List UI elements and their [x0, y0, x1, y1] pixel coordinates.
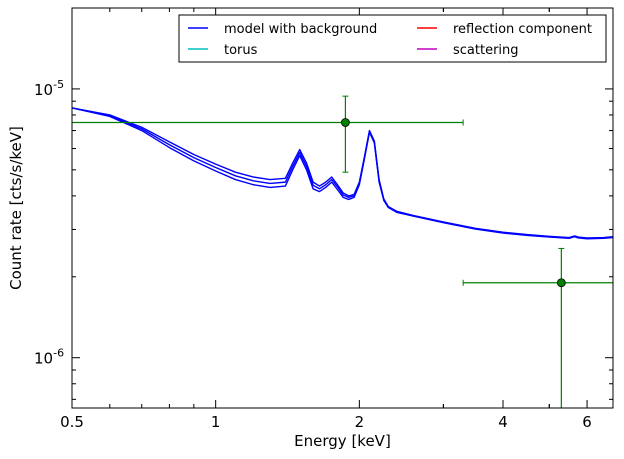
legend-box [178, 14, 607, 63]
legend: model with background reflection componen… [178, 14, 607, 63]
legend-entry: model with background [188, 22, 377, 37]
data-points [72, 95, 613, 408]
legend-label: reflection component [453, 22, 592, 37]
data-point-1 [72, 95, 464, 173]
legend-entry: torus [188, 43, 258, 58]
y-axis-label: Count rate [cts/s/keV] [7, 126, 25, 290]
data-point-marker [556, 278, 566, 288]
x-tick-label: 1 [211, 413, 221, 431]
model-curves [72, 107, 613, 240]
axis-ticks [71, 7, 613, 408]
legend-entry: reflection component [417, 22, 592, 37]
model-curve-3 [72, 107, 613, 240]
x-axis-label: Energy [keV] [294, 432, 391, 450]
legend-label: scattering [453, 43, 519, 58]
tick-labels: 0.5 1 2 4 6 10-6 10-5 [34, 78, 592, 431]
model-curve-1 [72, 107, 613, 239]
legend-label: torus [224, 43, 258, 58]
model-curve-2 [72, 107, 613, 240]
y-tick-label: 10-6 [34, 347, 64, 368]
data-point-marker [341, 118, 350, 127]
x-tick-label: 4 [498, 413, 508, 431]
legend-label: model with background [224, 22, 377, 37]
data-point-2 [462, 247, 613, 408]
y-tick-label: 10-5 [34, 78, 64, 99]
plot-frame [71, 7, 614, 409]
x-tick-label: 0.5 [60, 413, 84, 431]
x-tick-label: 6 [582, 413, 592, 431]
x-tick-label: 2 [355, 413, 365, 431]
legend-entry: scattering [417, 43, 519, 58]
